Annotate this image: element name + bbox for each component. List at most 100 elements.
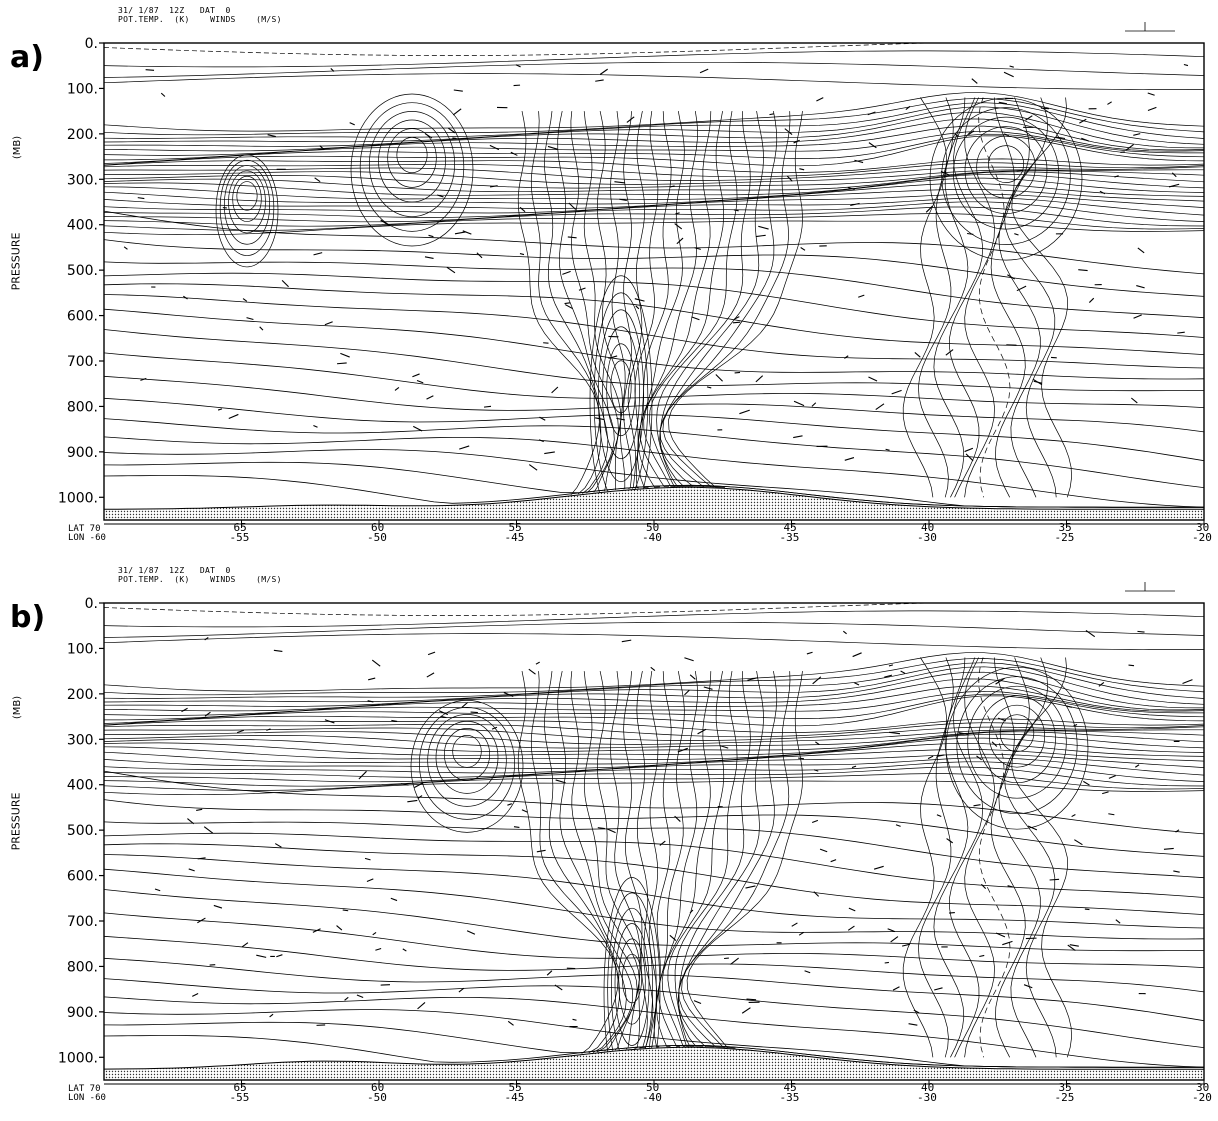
wind-barb [564,302,571,305]
theta-contour [104,158,1204,173]
jet-core-contour [435,721,499,794]
wind-barb [458,987,465,993]
wind-barb [847,925,855,931]
wind-barb [997,717,1007,722]
wind-barb [266,728,271,731]
wind-barb [755,234,766,238]
wind-barb [991,741,998,747]
wind-barb [426,672,435,678]
lon-tick-label: -45 [505,531,525,544]
theta-contour [104,193,1204,214]
jet-core-contour [621,953,643,1004]
wind-barb [998,101,1008,105]
jet-core-contour [350,93,474,247]
wind-barb [1130,397,1138,404]
wind-barb [936,754,945,757]
wind-barb [1133,133,1141,136]
wind-barb [1168,183,1180,188]
wind-barb [510,151,518,156]
y-tick-label: 800. [67,959,98,975]
wind-barb [489,185,498,188]
wind-barb [739,409,750,415]
wind-barb [1133,314,1142,319]
wind-barb [483,405,492,408]
wind-barb [213,904,223,909]
panel-label: b) [10,600,46,635]
theta-contour [104,726,1204,741]
wind-barb [819,848,828,853]
wind-barb [626,116,635,123]
wind-barb [438,710,449,716]
wind-barb [868,142,877,149]
theta-contour [104,397,1204,462]
wind-barb [400,783,409,786]
theta-contour [104,102,1204,139]
wind-barb [854,159,864,164]
y-tick-label: 700. [67,914,98,930]
wind-barb [967,232,974,235]
wind-barb [706,386,712,389]
theta-contour [104,662,1204,699]
lon-tick-label: -45 [505,1091,525,1104]
wind-barb [1027,825,1038,831]
wind-barb [892,986,900,991]
header-line-2: POT.TEMP. (K) WINDS (M/S) [118,575,282,584]
wind-barb [606,828,616,834]
wind-barb [799,168,805,171]
lon-tick-label: -50 [367,531,387,544]
jet-core-contour [929,97,1083,261]
wind-barb [562,270,571,275]
wind-barb [513,826,520,829]
wind-barb [669,185,675,188]
theta-contour [104,854,1204,929]
wind-barb [367,700,374,703]
wind-barb [555,779,566,784]
wind-barb [448,127,456,134]
isotach-contour [681,671,791,1049]
wind-barb [719,745,729,749]
wind-barb [890,936,899,943]
wind-barb [183,295,188,300]
wind-barb [204,637,209,641]
isotach-contour [639,111,698,488]
wind-barb [694,247,701,250]
lon-tick-label: -40 [642,531,662,544]
wind-barb [1073,724,1078,727]
jet-core-contour [228,170,266,234]
wind-barb [407,799,418,803]
wind-barb [758,225,769,230]
wind-barb [971,78,978,84]
jet-core-contour [956,676,1078,815]
theta-contour [104,50,1204,68]
lon-axis-label: LON -60 [68,533,106,543]
wind-barb [1003,71,1014,78]
wind-barb [1084,908,1090,911]
wind-barb [813,891,820,897]
isotach-contour [544,671,627,1053]
jet-core-contour [236,181,258,211]
wind-barb [1016,285,1027,292]
theta-contour [104,633,1204,650]
theta-contour [104,171,1204,193]
isotach-contour [623,111,632,490]
wind-barb [217,408,223,411]
wind-barb [699,68,709,74]
theta-contour [104,978,1204,1048]
isotach-contour [674,671,738,1047]
wind-barb [868,376,878,382]
wind-barb [192,993,199,997]
y-tick-label: 400. [67,218,98,234]
wind-barb [187,818,195,825]
wind-barb [616,417,626,421]
jet-core-contour [359,102,465,232]
isotach-contour [918,97,954,498]
jet-core-contour [614,923,650,1046]
wind-barb [734,316,740,320]
wind-barb [901,943,911,947]
wind-barb [507,803,512,806]
wind-barb [1023,984,1033,989]
isotach-contour [990,97,1026,498]
wind-barb [976,755,982,761]
wind-barb [786,175,793,182]
wind-barb [364,857,371,861]
